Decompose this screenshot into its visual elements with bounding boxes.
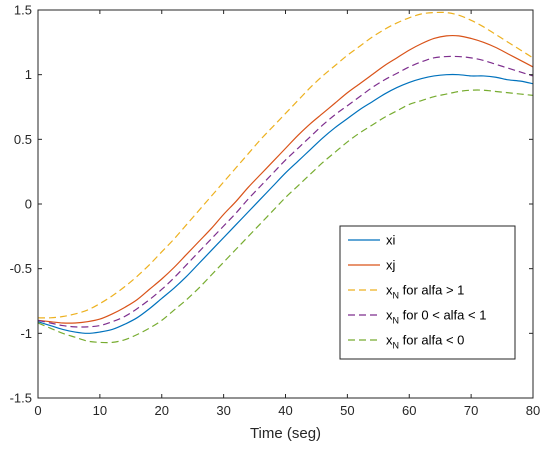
y-tick-label: -1.5 — [10, 391, 32, 406]
series-line-xn-for-0-alfa-1 — [37, 55, 534, 328]
y-tick-label: 0.5 — [14, 132, 32, 147]
x-tick-label: 30 — [216, 403, 230, 418]
x-tick-label: 20 — [155, 403, 169, 418]
legend-label: xi — [386, 233, 396, 248]
x-tick-label: 50 — [340, 403, 354, 418]
legend: xi xj xN for alfa > 1 xN for 0 < alfa < 1 xN… — [339, 225, 516, 360]
x-tick-label: 10 — [93, 403, 107, 418]
series-layer — [37, 11, 534, 344]
x-tick-label: 40 — [278, 403, 292, 418]
series-line-xj — [37, 34, 534, 324]
legend-label: xj — [386, 258, 396, 273]
legend-label: xN for 0 < alfa < 1 — [386, 308, 486, 326]
x-tick-label: 0 — [34, 403, 41, 418]
legend-label: xN for alfa < 0 — [386, 333, 464, 351]
x-tick-label: 70 — [464, 403, 478, 418]
series-line-xn-for-alfa-1 — [37, 11, 534, 319]
y-tick-label: 1 — [25, 67, 32, 82]
series-line-xi — [37, 73, 534, 334]
x-axis-title: Time (seg) — [250, 425, 321, 442]
tick-layer: 0 10 20 30 40 50 60 70 80 -1.5 -1 -0.5 0 0.5 1 1.5 — [10, 3, 541, 419]
y-tick-label: 0 — [25, 197, 32, 212]
legend-box — [339, 225, 516, 360]
x-tick-label: 80 — [526, 403, 540, 418]
x-tick-label: 60 — [402, 403, 416, 418]
y-tick-label: -0.5 — [10, 261, 32, 276]
y-tick-label: 1.5 — [14, 3, 32, 18]
legend-label: xN for alfa > 1 — [386, 283, 464, 301]
y-tick-label: -1 — [20, 326, 32, 341]
